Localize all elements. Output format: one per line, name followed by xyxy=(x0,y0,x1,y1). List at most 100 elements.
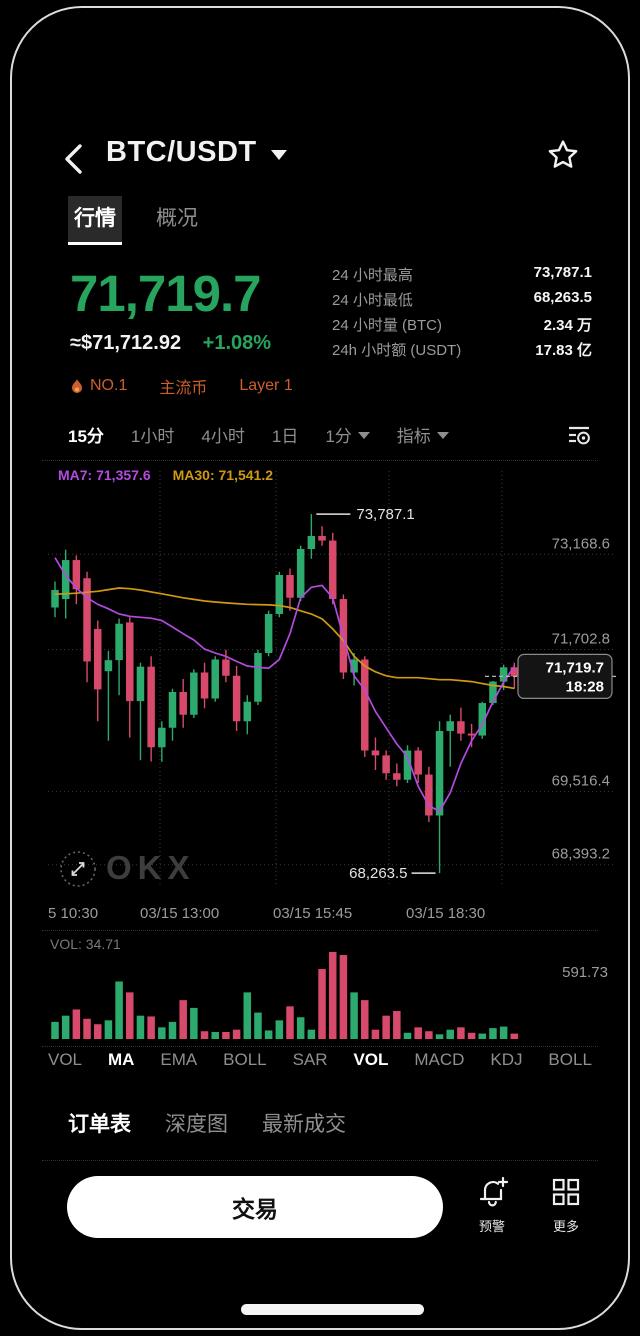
indicator-kdj[interactable]: KDJ xyxy=(490,1050,523,1069)
flame-icon xyxy=(72,378,82,393)
pair-title: BTC/USDT xyxy=(106,136,257,168)
volume-pane[interactable]: VOL: 34.71 591.73 xyxy=(48,933,616,1045)
svg-text:73,168.6: 73,168.6 xyxy=(552,535,610,552)
timeframe-1h[interactable]: 1小时 xyxy=(130,427,175,446)
badge-category[interactable]: 主流币 xyxy=(159,374,207,398)
favorite-star-button[interactable] xyxy=(546,138,580,172)
token-badges: NO.1 主流币 Layer 1 xyxy=(70,374,293,398)
y-axis-labels: 73,168.6 71,702.8 69,516.4 68,393.2 xyxy=(552,535,610,862)
header-bar: BTC/USDT xyxy=(48,136,592,184)
stat-label: 24 小时最低 xyxy=(332,292,413,309)
tab-depth-chart[interactable]: 深度图 xyxy=(165,1113,228,1136)
ma-legend: MA7: 71,357.6 MA30: 71,541.2 xyxy=(58,467,273,483)
svg-text:73,787.1: 73,787.1 xyxy=(356,506,414,523)
volume-bars xyxy=(51,951,519,1039)
stats-panel: 24 小时最高 73,787.1 24 小时最低 68,263.5 24 小时量… xyxy=(332,264,592,364)
svg-text:69,516.4: 69,516.4 xyxy=(552,773,610,790)
stat-value: 73,787.1 xyxy=(533,264,592,281)
indicator-dropdown[interactable]: 指标 xyxy=(397,422,449,447)
tab-overview[interactable]: 概况 xyxy=(156,207,198,230)
stat-row: 24h 小时额 (USDT) 17.83 亿 xyxy=(332,339,592,364)
indicator-vol[interactable]: VOL xyxy=(48,1050,83,1069)
volume-max-label: 591.73 xyxy=(562,964,608,981)
timeframe-bar: 15分 1小时 4小时 1日 1分 指标 xyxy=(68,422,592,447)
stat-row: 24 小时最低 68,263.5 xyxy=(332,289,592,314)
chevron-down-icon xyxy=(436,432,449,439)
indicator-ema[interactable]: EMA xyxy=(160,1050,198,1069)
volume-current-label: VOL: 34.71 xyxy=(50,936,121,952)
timeframe-15m[interactable]: 15分 xyxy=(68,427,104,446)
chevron-down-icon xyxy=(270,149,287,160)
badge-label: 主流币 xyxy=(159,380,208,397)
alert-label: 预警 xyxy=(478,1219,505,1234)
ma30-legend: MA30: 71,541.2 xyxy=(172,467,274,483)
x-tick: 03/15 15:45 xyxy=(273,905,353,922)
back-button[interactable] xyxy=(60,142,86,176)
fullscreen-expand-button[interactable] xyxy=(58,849,98,889)
more-button[interactable]: 更多 xyxy=(534,1176,598,1235)
ma7-legend: MA7: 71,357.6 xyxy=(58,467,151,483)
indicator-ma[interactable]: MA xyxy=(107,1050,135,1069)
divider xyxy=(42,1160,598,1161)
trade-button[interactable]: 交易 xyxy=(67,1176,443,1238)
kline-chart[interactable]: 73,168.6 71,702.8 69,516.4 68,393.2 73,787.1… xyxy=(48,463,616,903)
x-tick: 03/15 13:00 xyxy=(140,905,220,922)
x-tick: 5 10:30 xyxy=(48,905,99,922)
stat-value: 68,263.5 xyxy=(533,289,592,306)
tab-latest-trades[interactable]: 最新成交 xyxy=(262,1113,346,1136)
chart-settings-icon[interactable] xyxy=(566,423,592,447)
stat-label: 24 小时量 (BTC) xyxy=(332,317,443,334)
okx-watermark: OKX xyxy=(106,849,196,886)
timeframe-4h[interactable]: 4小时 xyxy=(201,427,245,446)
indicator-boll[interactable]: BOLL xyxy=(223,1050,267,1069)
svg-text:71,719.7: 71,719.7 xyxy=(546,659,604,676)
volume-svg[interactable]: VOL: 34.71 591.73 xyxy=(48,933,616,1045)
orderbook-tabs: 订单表 深度图 最新成交 xyxy=(68,1108,346,1138)
stat-row: 24 小时量 (BTC) 2.34 万 xyxy=(332,314,592,339)
svg-text:71,702.8: 71,702.8 xyxy=(552,631,610,648)
dropdown-label: 指标 xyxy=(396,427,431,446)
pair-selector[interactable]: BTC/USDT xyxy=(106,136,287,169)
indicator-macd[interactable]: MACD xyxy=(414,1050,465,1069)
svg-text:18:28: 18:28 xyxy=(566,678,604,695)
ma7-line xyxy=(54,557,516,813)
stat-value: 2.34 万 xyxy=(543,317,592,334)
price-change: +1.08% xyxy=(202,332,272,354)
stat-row: 24 小时最高 73,787.1 xyxy=(332,264,592,289)
divider xyxy=(42,460,598,461)
stat-label: 24 小时最高 xyxy=(332,267,413,284)
indicator-boll-sub[interactable]: BOLL xyxy=(548,1050,592,1069)
indicator-sar[interactable]: SAR xyxy=(292,1050,328,1069)
alert-button[interactable]: 预警 xyxy=(460,1176,524,1235)
chevron-down-icon xyxy=(357,432,370,439)
ma30-line xyxy=(54,587,515,690)
indicator-vol-sub[interactable]: VOL xyxy=(353,1050,389,1069)
fiat-price: ≈$71,712.92 xyxy=(70,332,182,354)
price-sub-row: ≈$71,712.92 +1.08% xyxy=(70,332,271,355)
phone-frame: BTC/USDT 行情 概况 71,719.7 ≈$71,712.92 +1.0… xyxy=(10,6,630,1330)
x-axis-labels: 5 10:30 03/15 13:00 03/15 15:45 03/15 18… xyxy=(48,905,616,929)
more-label: 更多 xyxy=(552,1219,579,1234)
tab-quotes[interactable]: 行情 xyxy=(68,196,122,242)
badge-layer[interactable]: Layer 1 xyxy=(239,377,292,395)
dropdown-label: 1分 xyxy=(325,427,352,446)
home-indicator[interactable] xyxy=(241,1304,424,1315)
badge-label: NO.1 xyxy=(90,377,128,394)
tab-order-book[interactable]: 订单表 xyxy=(68,1113,131,1136)
badge-rank[interactable]: NO.1 xyxy=(70,377,127,395)
stat-label: 24h 小时额 (USDT) xyxy=(332,342,462,359)
bell-plus-icon xyxy=(479,1176,509,1207)
kline-svg[interactable]: 73,168.6 71,702.8 69,516.4 68,393.2 73,787.1… xyxy=(48,463,616,903)
last-price: 71,719.7 xyxy=(70,265,262,322)
divider xyxy=(42,1046,598,1047)
candles xyxy=(51,514,519,874)
svg-text:68,393.2: 68,393.2 xyxy=(552,846,610,863)
market-tabs: 行情 概况 xyxy=(68,196,200,242)
timeframe-1d[interactable]: 1日 xyxy=(271,427,299,446)
divider xyxy=(42,930,598,931)
timeframe-more-dropdown[interactable]: 1分 xyxy=(325,422,370,447)
x-tick: 03/15 18:30 xyxy=(406,905,486,922)
badge-label: Layer 1 xyxy=(239,377,293,394)
grid-icon xyxy=(552,1178,580,1206)
price-tag: 71,719.7 18:28 xyxy=(485,653,616,699)
